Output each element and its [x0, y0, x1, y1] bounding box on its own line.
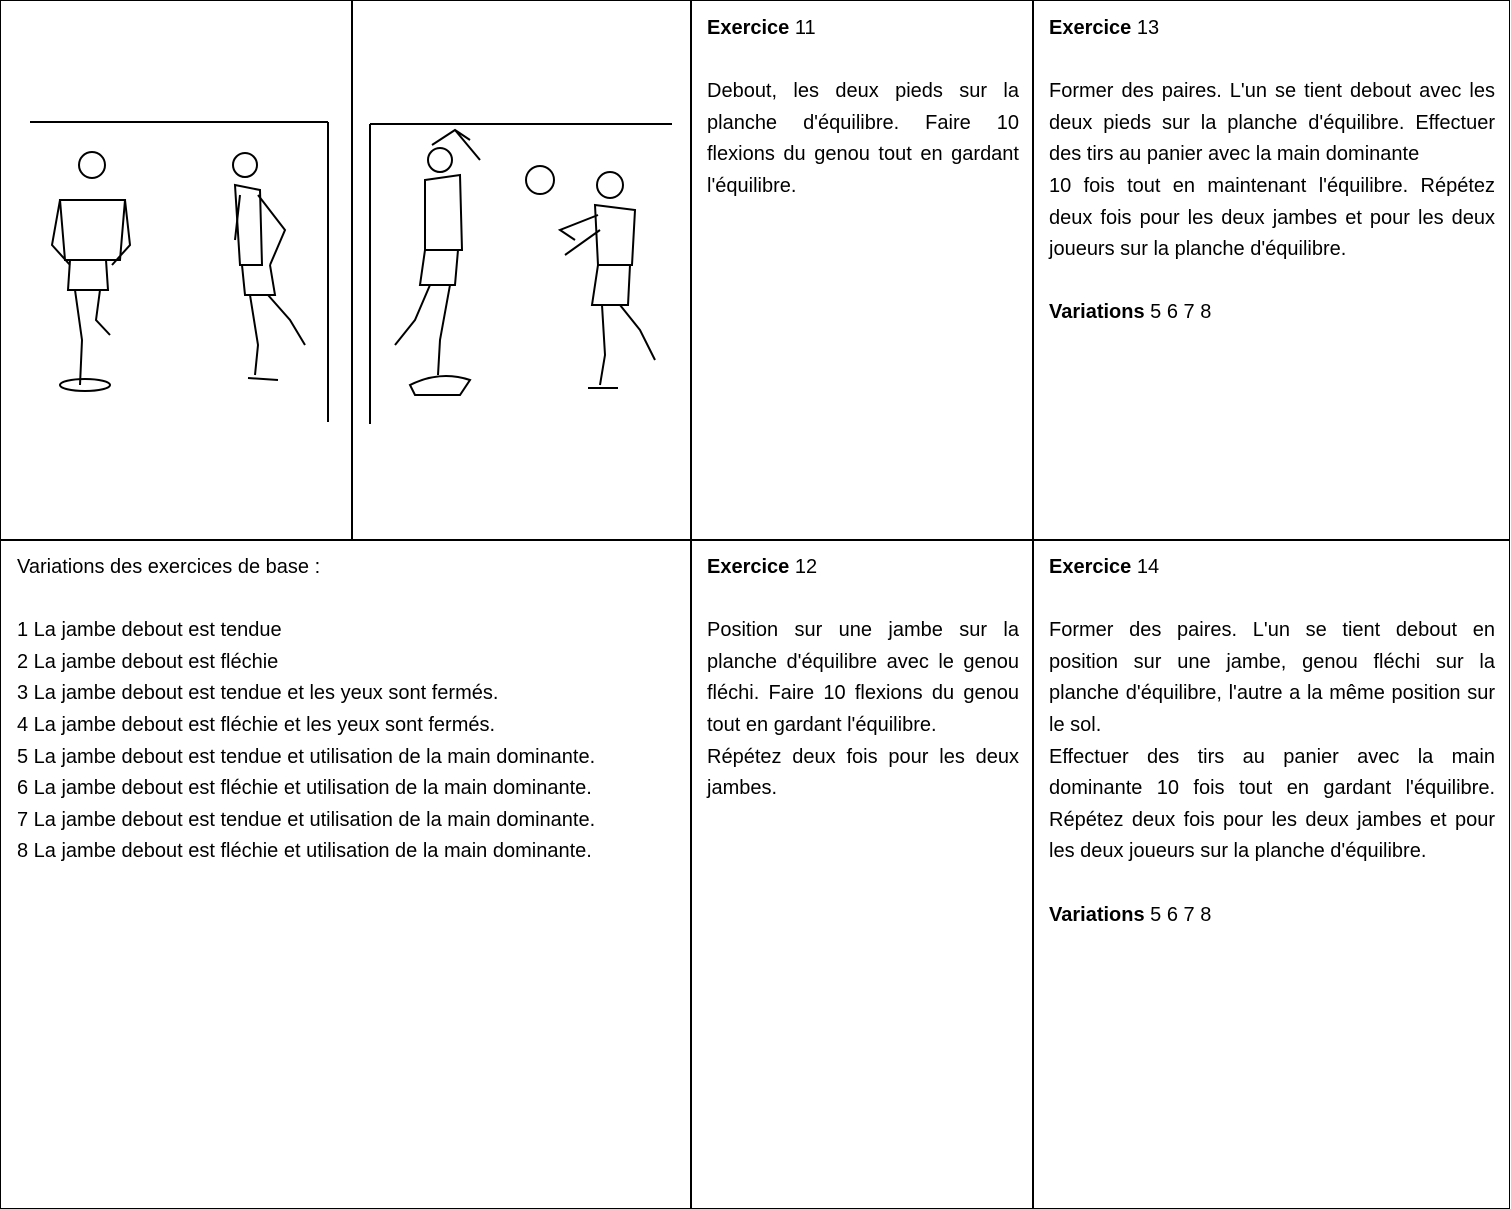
exercise-cell: Exercice 11 Debout, les deux pieds sur l… [690, 0, 1034, 541]
variations-list: 1 La jambe debout est tendue 2 La jambe d… [17, 615, 677, 868]
exercise-heading: Exercice 14 [1049, 552, 1495, 584]
paragraph: Répétez deux fois pour les deux jambes. [707, 745, 1019, 800]
image-cell [0, 0, 353, 541]
exercise-number: 12 [794, 556, 818, 578]
exercise-number: 11 [794, 17, 816, 39]
variation-item: 2 La jambe debout est fléchie [17, 650, 279, 673]
variations-label: Variations [1049, 301, 1145, 324]
variations-title: Variations des exercices de base : [17, 556, 321, 578]
exercise-number: 13 [1136, 17, 1160, 39]
image-cell [351, 0, 692, 541]
variations-values: 5 6 7 8 [1150, 903, 1212, 926]
illustrations [30, 121, 672, 424]
variation-item: 6 La jambe debout est fléchie et utilisa… [17, 777, 592, 800]
exercise-heading: Exercice 11 [707, 13, 1019, 45]
exercise-label: Exercice [707, 556, 790, 578]
variation-item: 7 La jambe debout est tendue et utilisat… [17, 808, 596, 831]
variations-line: Variations 5 6 7 8 [1049, 297, 1495, 329]
exercise-number: 14 [1136, 556, 1160, 578]
exercise-label: Exercice [707, 17, 790, 39]
paragraph: Position sur une jambe sur la planche d'… [707, 619, 1019, 736]
exercise-cell: Exercice 13 Former des paires. L'un se t… [1032, 0, 1510, 541]
exercise-label: Exercice [1049, 17, 1132, 39]
exercise-cell: Exercice 14 Former des paires. L'un se t… [1032, 539, 1510, 1209]
exercise-cell: Exercice 12 Position sur une jambe sur l… [690, 539, 1034, 1209]
variation-item: 4 La jambe debout est fléchie et les yeu… [17, 713, 496, 736]
variations-values: 5 6 7 8 [1150, 301, 1212, 324]
variations-label: Variations [1049, 903, 1145, 926]
variation-item: 1 La jambe debout est tendue [17, 619, 282, 642]
exercise-label: Exercice [1049, 556, 1132, 578]
paragraph: Former des paires. L'un se tient debout … [1049, 80, 1495, 166]
exercise-heading: Exercice 12 [707, 552, 1019, 584]
paragraph: Former des paires. L'un se tient debout … [1049, 619, 1495, 736]
paragraph: 10 fois tout en maintenant l'équilibre. … [1049, 174, 1495, 261]
variations-line: Variations 5 6 7 8 [1049, 900, 1495, 932]
exercise-heading: Exercice 13 [1049, 13, 1495, 45]
variations-cell: Variations des exercices de base : 1 La … [0, 539, 692, 1209]
paragraph: Debout, les deux pieds sur la planche d'… [707, 80, 1019, 197]
variation-item: 5 La jambe debout est tendue et utilisat… [17, 745, 596, 768]
paragraph: Effectuer des tirs au panier avec la mai… [1049, 745, 1495, 863]
variation-item: 3 La jambe debout est tendue et les yeux… [17, 682, 499, 705]
variation-item: 8 La jambe debout est fléchie et utilisa… [17, 840, 592, 863]
